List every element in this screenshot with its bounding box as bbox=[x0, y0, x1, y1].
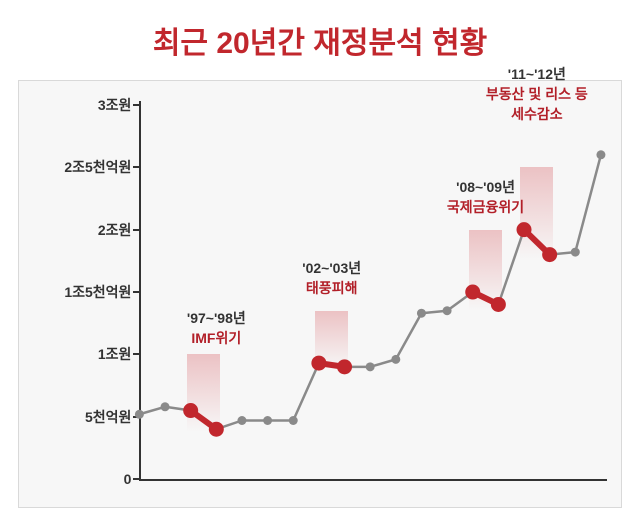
event-label: 태풍피해 bbox=[302, 278, 361, 298]
event-marker bbox=[311, 356, 326, 371]
series-marker bbox=[161, 402, 170, 411]
event-annotation: '02~'03년태풍피해 bbox=[302, 258, 361, 298]
series-marker bbox=[289, 416, 298, 425]
event-annotation: '08~'09년국제금융위기 bbox=[447, 177, 524, 217]
event-marker bbox=[337, 359, 352, 374]
event-marker bbox=[183, 403, 198, 418]
event-marker bbox=[542, 247, 557, 262]
event-label: 부동산 및 리스 등세수감소 bbox=[486, 84, 588, 124]
event-label: 국제금융위기 bbox=[447, 197, 524, 217]
series-marker bbox=[391, 355, 400, 364]
chart-inner: 05천억원1조원1조5천억원2조원2조5천억원3조원'97~'98년IMF위기'… bbox=[19, 81, 621, 507]
series-marker bbox=[237, 416, 246, 425]
series-marker bbox=[417, 309, 426, 318]
series-marker bbox=[263, 416, 272, 425]
series-marker bbox=[571, 248, 580, 257]
series-marker bbox=[135, 410, 144, 419]
series-marker bbox=[366, 362, 375, 371]
event-annotation: '97~'98년IMF위기 bbox=[187, 308, 246, 348]
event-marker bbox=[209, 422, 224, 437]
event-marker bbox=[465, 285, 480, 300]
event-year: '11~'12년 bbox=[486, 64, 588, 84]
series-marker bbox=[596, 150, 605, 159]
event-year: '08~'09년 bbox=[447, 177, 524, 197]
event-annotation: '11~'12년부동산 및 리스 등세수감소 bbox=[486, 64, 588, 124]
event-label: IMF위기 bbox=[187, 328, 246, 348]
series-line bbox=[139, 155, 601, 429]
event-year: '02~'03년 bbox=[302, 258, 361, 278]
chart-container: 최근 20년간 재정분석 현황 05천억원1조원1조5천억원2조원2조5천억원3… bbox=[0, 0, 640, 526]
series-marker bbox=[443, 306, 452, 315]
event-marker bbox=[517, 222, 532, 237]
event-marker bbox=[491, 297, 506, 312]
event-year: '97~'98년 bbox=[187, 308, 246, 328]
chart-frame: 05천억원1조원1조5천억원2조원2조5천억원3조원'97~'98년IMF위기'… bbox=[18, 80, 622, 508]
